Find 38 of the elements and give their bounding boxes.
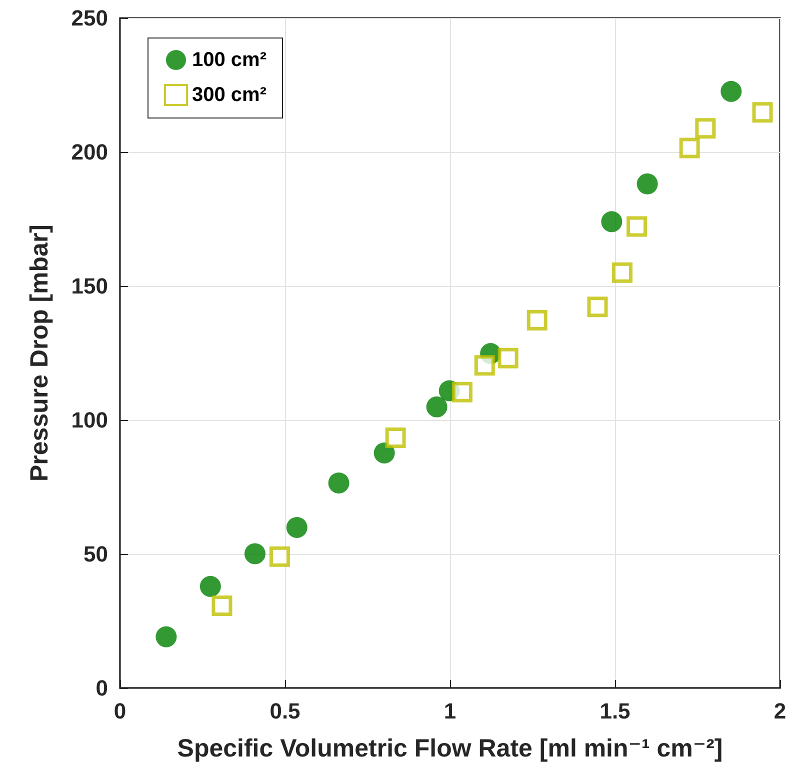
x-tick-label: 0 bbox=[114, 698, 126, 724]
point bbox=[679, 138, 700, 158]
legend-label: 300 cm² bbox=[192, 84, 267, 106]
point bbox=[498, 348, 518, 368]
point bbox=[286, 516, 308, 538]
point bbox=[612, 262, 633, 283]
x-tick-label: 1 bbox=[444, 698, 456, 724]
point bbox=[752, 102, 773, 123]
x-axis-title: Specific Volumetric Flow Rate [ml min⁻¹ cm⁻²] bbox=[177, 734, 723, 762]
y-tick-label: 150 bbox=[71, 274, 108, 298]
point bbox=[626, 216, 648, 237]
point bbox=[156, 626, 177, 648]
point bbox=[374, 442, 395, 464]
point bbox=[328, 472, 350, 494]
point bbox=[474, 355, 495, 376]
y-tick-label: 50 bbox=[84, 542, 108, 566]
y-tick-label: 200 bbox=[71, 140, 108, 164]
point bbox=[720, 80, 742, 102]
point bbox=[452, 382, 472, 402]
legend-label: 100 cm² bbox=[192, 49, 267, 71]
point bbox=[269, 546, 290, 567]
point bbox=[244, 543, 266, 564]
point bbox=[385, 427, 406, 448]
y-tick-label: 250 bbox=[71, 6, 108, 30]
point bbox=[587, 296, 608, 318]
y-tick-label: 0 bbox=[96, 676, 108, 700]
point bbox=[212, 595, 232, 616]
point bbox=[426, 396, 448, 418]
point bbox=[526, 310, 548, 331]
point bbox=[695, 118, 716, 139]
y-tick-label: 100 bbox=[71, 408, 108, 432]
point bbox=[636, 173, 658, 194]
point bbox=[200, 576, 221, 597]
y-axis-title: Pressure Drop [mbar] bbox=[26, 224, 54, 482]
x-tick-label: 0.5 bbox=[270, 698, 300, 724]
point bbox=[601, 211, 622, 232]
x-tick-label: 2 bbox=[774, 698, 786, 724]
x-tick-label: 1.5 bbox=[600, 698, 630, 724]
